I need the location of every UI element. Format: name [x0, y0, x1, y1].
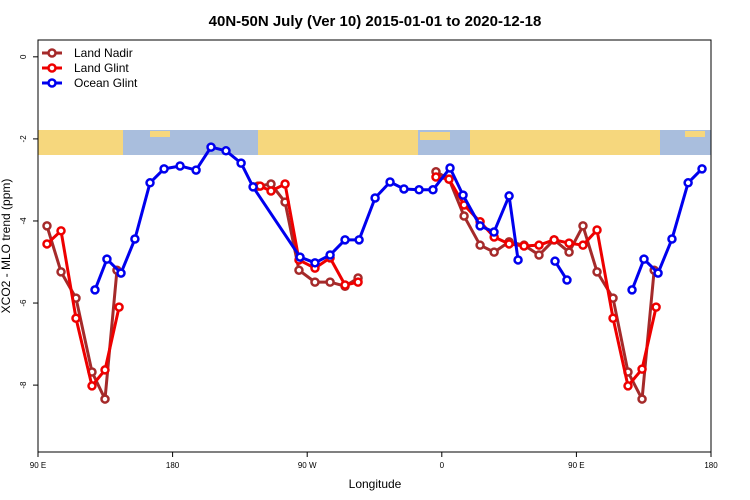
legend-marker: [47, 63, 57, 73]
data-point: [100, 365, 110, 375]
data-point: [489, 227, 499, 237]
data-point: [56, 226, 66, 236]
data-point: [310, 277, 320, 287]
data-point: [534, 250, 544, 260]
data-point: [431, 172, 441, 182]
data-point: [71, 313, 81, 323]
y-tick-label: -6: [19, 299, 28, 307]
data-point: [236, 158, 246, 168]
data-point: [414, 185, 424, 195]
data-point: [550, 256, 560, 266]
data-point: [325, 250, 335, 260]
data-point: [87, 381, 97, 391]
data-point: [475, 240, 485, 250]
data-point: [504, 239, 514, 249]
y-axis-label: XCO2 - MLO trend (ppm): [0, 179, 13, 314]
data-point: [504, 191, 514, 201]
data-point: [578, 221, 588, 231]
x-tick-label: 0: [440, 461, 445, 470]
data-point: [206, 142, 216, 152]
x-axis-label: Longitude: [349, 477, 402, 491]
data-point: [116, 268, 126, 278]
x-tick-label: 90 E: [568, 461, 584, 470]
data-point: [683, 178, 693, 188]
data-point: [519, 241, 529, 251]
data-point: [697, 164, 707, 174]
chart-title: 40N-50N July (Ver 10) 2015-01-01 to 2020…: [209, 13, 542, 30]
data-point: [444, 174, 454, 184]
data-point: [475, 221, 485, 231]
data-point: [266, 186, 276, 196]
y-tick-label: -4: [19, 217, 28, 225]
data-point: [513, 255, 523, 265]
data-point: [221, 146, 231, 156]
map-strip: [38, 130, 711, 155]
data-point: [340, 235, 350, 245]
data-point: [534, 240, 544, 250]
data-point: [130, 234, 140, 244]
data-point: [354, 235, 364, 245]
data-point: [592, 267, 602, 277]
data-point: [159, 164, 169, 174]
data-point: [294, 265, 304, 275]
data-point: [623, 381, 633, 391]
series-line: [45, 170, 656, 401]
data-point: [562, 275, 572, 285]
data-point: [639, 254, 649, 264]
data-point: [564, 247, 574, 257]
legend-label: Ocean Glint: [74, 76, 138, 90]
data-point: [191, 165, 201, 175]
data-point: [100, 394, 110, 404]
data-point: [353, 277, 363, 287]
legend-label: Land Glint: [74, 61, 129, 75]
data-point: [56, 267, 66, 277]
data-point: [248, 182, 258, 192]
data-point: [385, 177, 395, 187]
data-point: [370, 193, 380, 203]
legend-marker: [47, 48, 57, 58]
x-tick-label: 180: [704, 461, 718, 470]
y-tick-label: -2: [19, 135, 28, 143]
data-point: [90, 285, 100, 295]
data-point: [325, 277, 335, 287]
y-tick-label: 0: [19, 54, 28, 59]
data-point: [445, 163, 455, 173]
data-point: [592, 225, 602, 235]
data-point: [564, 238, 574, 248]
x-tick-label: 90 W: [298, 461, 317, 470]
data-point: [175, 161, 185, 171]
data-point: [399, 184, 409, 194]
data-point: [280, 179, 290, 189]
data-point: [653, 268, 663, 278]
data-point: [637, 364, 647, 374]
data-point: [428, 185, 438, 195]
data-point: [459, 211, 469, 221]
data-point: [295, 252, 305, 262]
x-tick-label: 180: [166, 461, 180, 470]
series-line: [93, 145, 704, 291]
data-point: [310, 258, 320, 268]
legend-label: Land Nadir: [74, 46, 133, 60]
data-point: [340, 280, 350, 290]
data-point: [489, 247, 499, 257]
data-point: [549, 235, 559, 245]
data-point: [578, 240, 588, 250]
data-point: [608, 313, 618, 323]
data-point: [637, 394, 647, 404]
data-point: [627, 285, 637, 295]
data-point: [667, 234, 677, 244]
y-tick-label: -8: [19, 381, 28, 389]
data-point: [145, 178, 155, 188]
data-point: [114, 302, 124, 312]
plot-frame: [37, 39, 712, 453]
data-point: [42, 221, 52, 231]
data-point: [651, 302, 661, 312]
legend-marker: [47, 78, 57, 88]
data-point: [458, 190, 468, 200]
data-point: [42, 239, 52, 249]
data-point: [102, 254, 112, 264]
x-tick-label: 90 E: [30, 461, 46, 470]
